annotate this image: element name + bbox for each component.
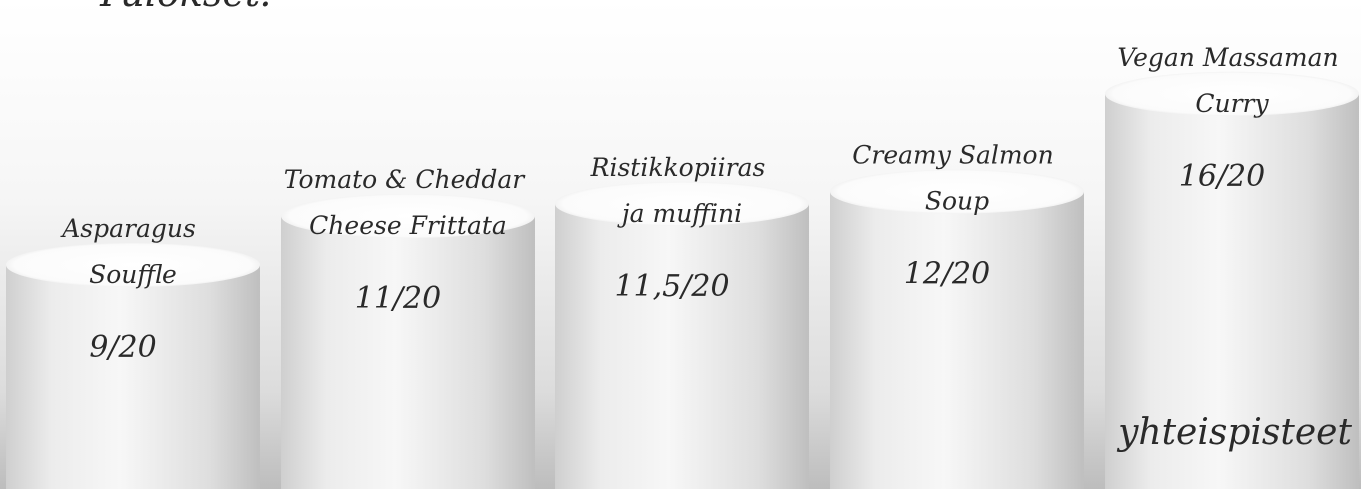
value-label: 9/20 — [89, 330, 156, 365]
podium-bar-top — [830, 169, 1084, 214]
category-label: ja muffini — [617, 199, 742, 228]
value-label: 16/20 — [1179, 159, 1265, 194]
category-label: Tomato & Cheddar — [284, 165, 527, 194]
category-label: Curry — [1195, 89, 1269, 118]
podium-bar: Asparagus Souffle 9/20 — [6, 214, 260, 489]
podium-bar-body — [281, 216, 535, 489]
podium-bar: Creamy Salmon Soup 12/20 — [830, 141, 1084, 489]
podium-bar-body — [555, 203, 809, 489]
podium-bar-body — [6, 264, 260, 489]
value-label: 11,5/20 — [614, 269, 729, 304]
podium-bar-body — [830, 191, 1084, 489]
category-label: Cheese Frittata — [309, 211, 507, 240]
category-label: Souffle — [89, 260, 177, 289]
podium-bar: Vegan Massaman Curry 16/20 — [1105, 43, 1359, 489]
category-label: Asparagus — [60, 214, 196, 243]
value-label: 12/20 — [904, 257, 990, 292]
category-label: Vegan Massaman — [1117, 43, 1338, 72]
podium-bar-top — [555, 181, 809, 226]
podium-bar-top — [281, 194, 535, 239]
value-label: 11/20 — [355, 281, 441, 316]
podium-bar-body — [1105, 93, 1359, 489]
category-label: Ristikkopiiras — [590, 153, 766, 182]
chart-title: Tulokset: — [95, 0, 273, 15]
category-label: Soup — [925, 187, 989, 216]
podium-bar: Ristikkopiiras ja muffini 11,5/20 — [555, 153, 809, 489]
podium-bar: Tomato & Cheddar Cheese Frittata 11/20 — [281, 165, 535, 489]
total-points-label: yhteispisteet — [1116, 412, 1352, 453]
podium-bar-top — [1105, 71, 1359, 116]
category-label: Creamy Salmon — [852, 141, 1053, 170]
podium-bar-top — [6, 242, 260, 287]
